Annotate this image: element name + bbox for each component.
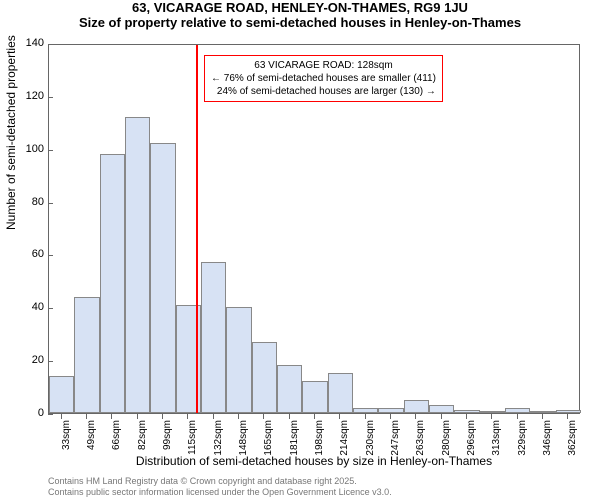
- xtick-label: 165sqm: [263, 420, 274, 460]
- ytick-label: 40: [14, 301, 44, 313]
- ytick-mark: [48, 150, 53, 151]
- xtick-mark: [213, 414, 214, 419]
- histogram-bar: [378, 408, 403, 413]
- footer-line2: Contains public sector information licen…: [48, 487, 392, 498]
- xtick-label: 296sqm: [466, 420, 477, 460]
- xtick-label: 362sqm: [567, 420, 578, 460]
- plot-area: 63 VICARAGE ROAD: 128sqm← 76% of semi-de…: [48, 44, 580, 414]
- xtick-mark: [339, 414, 340, 419]
- xtick-label: 214sqm: [339, 420, 350, 460]
- histogram-bar: [125, 117, 150, 413]
- ytick-label: 120: [14, 90, 44, 102]
- xtick-mark: [441, 414, 442, 419]
- xtick-label: 198sqm: [314, 420, 325, 460]
- ytick-label: 100: [14, 143, 44, 155]
- xtick-mark: [365, 414, 366, 419]
- histogram-bar: [302, 381, 327, 413]
- xtick-mark: [390, 414, 391, 419]
- histogram-bar: [150, 143, 175, 413]
- footer-line1: Contains HM Land Registry data © Crown c…: [48, 476, 392, 487]
- xtick-mark: [137, 414, 138, 419]
- histogram-bar: [328, 373, 353, 413]
- ytick-label: 20: [14, 354, 44, 366]
- xtick-mark: [567, 414, 568, 419]
- ytick-mark: [48, 203, 53, 204]
- ytick-mark: [48, 97, 53, 98]
- xtick-mark: [111, 414, 112, 419]
- xtick-mark: [491, 414, 492, 419]
- histogram-bar: [429, 405, 454, 413]
- xtick-label: 66sqm: [111, 420, 122, 460]
- histogram-bar: [252, 342, 277, 413]
- annotation-line1: 63 VICARAGE ROAD: 128sqm: [211, 59, 436, 72]
- xtick-mark: [289, 414, 290, 419]
- ytick-mark: [48, 308, 53, 309]
- xtick-mark: [238, 414, 239, 419]
- ytick-label: 60: [14, 248, 44, 260]
- histogram-bar: [226, 307, 251, 413]
- histogram-bar: [505, 408, 530, 413]
- annotation-line2: ← 76% of semi-detached houses are smalle…: [211, 72, 436, 85]
- histogram-bar: [277, 365, 302, 413]
- xtick-label: 329sqm: [517, 420, 528, 460]
- xtick-label: 132sqm: [213, 420, 224, 460]
- xtick-label: 313sqm: [491, 420, 502, 460]
- histogram-bar: [74, 297, 99, 413]
- xtick-mark: [542, 414, 543, 419]
- xtick-label: 33sqm: [61, 420, 72, 460]
- ytick-label: 140: [14, 37, 44, 49]
- xtick-label: 99sqm: [162, 420, 173, 460]
- xtick-mark: [517, 414, 518, 419]
- xtick-mark: [61, 414, 62, 419]
- histogram-bar: [480, 411, 505, 413]
- ytick-mark: [48, 414, 53, 415]
- xtick-label: 263sqm: [415, 420, 426, 460]
- xtick-mark: [86, 414, 87, 419]
- histogram-bar: [404, 400, 429, 413]
- annotation-box: 63 VICARAGE ROAD: 128sqm← 76% of semi-de…: [204, 55, 443, 102]
- annotation-line3: 24% of semi-detached houses are larger (…: [211, 85, 436, 98]
- xtick-label: 181sqm: [289, 420, 300, 460]
- chart-footer: Contains HM Land Registry data © Crown c…: [48, 476, 392, 498]
- ytick-mark: [48, 361, 53, 362]
- xtick-label: 346sqm: [542, 420, 553, 460]
- ytick-label: 80: [14, 196, 44, 208]
- chart-title: 63, VICARAGE ROAD, HENLEY-ON-THAMES, RG9…: [0, 0, 600, 15]
- xtick-mark: [466, 414, 467, 419]
- ytick-mark: [48, 255, 53, 256]
- histogram-bar: [353, 408, 378, 413]
- xtick-label: 148sqm: [238, 420, 249, 460]
- xtick-label: 280sqm: [441, 420, 452, 460]
- xtick-mark: [314, 414, 315, 419]
- reference-line: [196, 45, 198, 413]
- xtick-mark: [415, 414, 416, 419]
- xtick-label: 82sqm: [137, 420, 148, 460]
- xtick-mark: [162, 414, 163, 419]
- xtick-label: 247sqm: [390, 420, 401, 460]
- xtick-label: 230sqm: [365, 420, 376, 460]
- histogram-bar: [201, 262, 226, 413]
- ytick-mark: [48, 44, 53, 45]
- histogram-bar: [530, 411, 555, 413]
- histogram-bar: [454, 410, 479, 413]
- histogram-bar: [49, 376, 74, 413]
- histogram-bar: [556, 410, 581, 413]
- xtick-mark: [187, 414, 188, 419]
- histogram-bar: [100, 154, 125, 413]
- ytick-label: 0: [14, 407, 44, 419]
- chart-subtitle: Size of property relative to semi-detach…: [0, 15, 600, 30]
- xtick-label: 49sqm: [86, 420, 97, 460]
- xtick-mark: [263, 414, 264, 419]
- xtick-label: 115sqm: [187, 420, 198, 460]
